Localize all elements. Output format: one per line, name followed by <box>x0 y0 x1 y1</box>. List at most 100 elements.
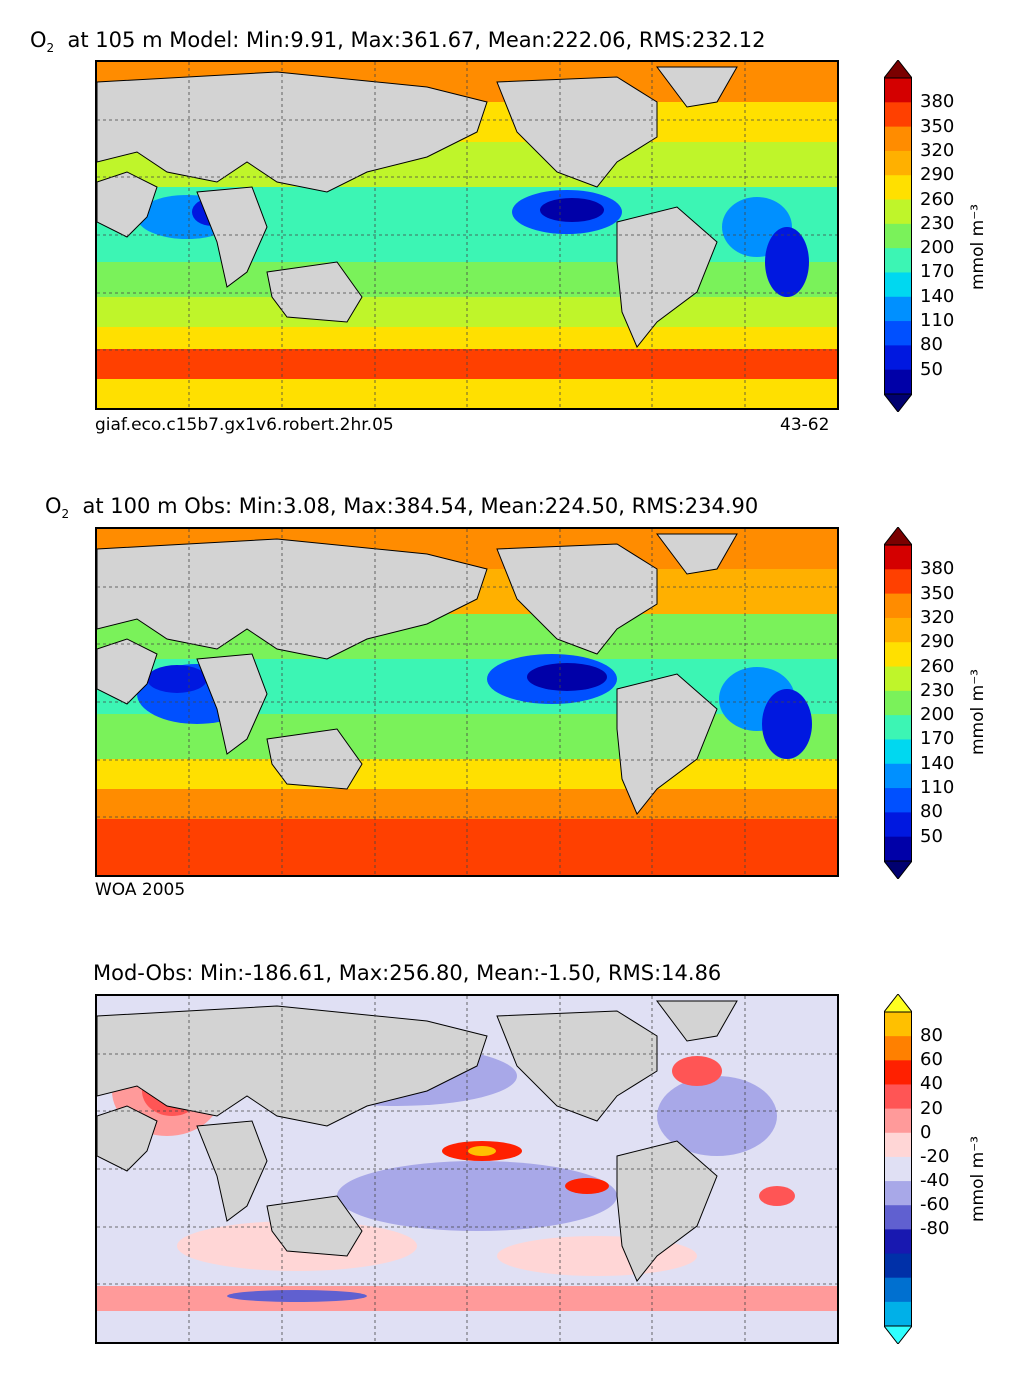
colorbar-segment <box>884 569 912 595</box>
colorbar-tick-label: 200 <box>920 237 955 259</box>
panel-1-title: O2 at 105 m Model: Min:9.91, Max:361.67,… <box>30 28 765 55</box>
colorbar-segment <box>884 199 912 225</box>
colorbar-segment <box>884 1181 912 1206</box>
colorbar-tick-label: 320 <box>920 139 955 161</box>
map-observations <box>95 527 839 877</box>
colorbar-segment <box>884 1205 912 1230</box>
panel-2-title-species: O <box>45 494 62 518</box>
colorbar-tick-label: 110 <box>920 777 955 799</box>
colorbar-segment <box>884 248 912 273</box>
panel-3-title: Mod-Obs: Min:-186.61, Max:256.80, Mean:-… <box>93 961 722 985</box>
colorbar-segment <box>884 223 912 249</box>
colorbar-tick-label: -60 <box>920 1194 950 1216</box>
map-difference-svg <box>97 996 837 1342</box>
colorbar-segment <box>884 788 912 813</box>
colorbar-tick-label: 0 <box>920 1121 932 1143</box>
colorbar-tick-label: 350 <box>920 115 955 137</box>
colorbar-tick-label: -40 <box>920 1170 950 1192</box>
colorbar-tick-label: 260 <box>920 655 955 677</box>
colorbar-segment <box>884 1301 912 1327</box>
colorbar-segment <box>884 272 912 298</box>
cbar2-svg <box>882 526 914 880</box>
colorbar-segment <box>884 78 912 103</box>
colorbar-tick-label: 230 <box>920 212 955 234</box>
colorbar-oxygen-model <box>882 59 914 413</box>
colorbar-tick-label: 170 <box>920 728 955 750</box>
colorbar-segment <box>884 642 912 668</box>
colorbar-segment <box>884 617 912 643</box>
colorbar-tick-label: 80 <box>920 1025 943 1047</box>
colorbar-tick-label: 170 <box>920 261 955 283</box>
colorbar-tick-label: 320 <box>920 606 955 628</box>
map-model <box>95 60 839 410</box>
colorbar-segment <box>884 1132 912 1158</box>
colorbar-tick-label: 50 <box>920 825 943 847</box>
colorbar-difference-unit: mmol m⁻³ <box>968 1136 988 1222</box>
panel-1-title-subscript: 2 <box>46 41 55 56</box>
colorbar-segment <box>884 1277 912 1303</box>
colorbar-segment <box>884 175 912 201</box>
colorbar-segment <box>884 1084 912 1110</box>
colorbar-extend-min <box>882 860 914 880</box>
colorbar-tick-label: 40 <box>920 1073 943 1095</box>
colorbar-tick-label: 80 <box>920 334 943 356</box>
panel-2-title-text: at 100 m Obs: Min:3.08, Max:384.54, Mean… <box>82 494 759 518</box>
panel-1-title-species: O <box>30 28 47 52</box>
colorbar-segment <box>884 593 912 619</box>
colorbar-segment <box>884 666 912 692</box>
colorbar-segment <box>884 1036 912 1061</box>
colorbar-extend-min <box>882 393 914 413</box>
colorbar-tick-label: 140 <box>920 285 955 307</box>
colorbar-frame <box>884 544 912 862</box>
map-difference <box>95 994 839 1344</box>
colorbar-oxygen-model-unit: mmol m⁻³ <box>968 204 988 290</box>
colorbar-frame <box>884 1011 912 1327</box>
colorbar-tick-label: 290 <box>920 631 955 653</box>
colorbar-segment <box>884 836 912 862</box>
colorbar-extend-max <box>882 59 914 79</box>
colorbar-segment <box>884 345 912 371</box>
colorbar-segment <box>884 369 912 395</box>
colorbar-tick-label: 260 <box>920 188 955 210</box>
colorbar-segment <box>884 1253 912 1279</box>
colorbar-segment <box>884 690 912 716</box>
colorbar-extend-max <box>882 993 914 1013</box>
colorbar-tick-label: 230 <box>920 679 955 701</box>
panel-1-run-name: giaf.eco.c15b7.gx1v6.robert.2hr.05 <box>95 415 394 435</box>
map-model-svg <box>97 62 837 408</box>
colorbar-tick-label: 140 <box>920 752 955 774</box>
panel-2-source: WOA 2005 <box>95 880 186 900</box>
colorbar-tick-label: 60 <box>920 1049 943 1071</box>
panel-1-title-text: at 105 m Model: Min:9.91, Max:361.67, Me… <box>67 28 766 52</box>
cbar1-svg <box>882 59 914 413</box>
colorbar-tick-label: 20 <box>920 1097 943 1119</box>
colorbar-segment <box>884 102 912 128</box>
panel-1-years: 43-62 <box>780 415 830 435</box>
colorbar-segment <box>884 1229 912 1255</box>
colorbar-segment <box>884 321 912 346</box>
colorbar-segment <box>884 126 912 152</box>
colorbar-tick-label: 350 <box>920 582 955 604</box>
colorbar-segment <box>884 1012 912 1037</box>
colorbar-tick-label: 80 <box>920 801 943 823</box>
map-observations-svg <box>97 529 837 875</box>
colorbar-tick-label: 380 <box>920 558 955 580</box>
colorbar-tick-label: -80 <box>920 1218 950 1240</box>
colorbar-segment <box>884 812 912 838</box>
colorbar-segment <box>884 715 912 740</box>
panel-2-title-subscript: 2 <box>61 507 70 522</box>
colorbar-extend-max <box>882 526 914 546</box>
colorbar-segment <box>884 150 912 176</box>
panel-2-title: O2 at 100 m Obs: Min:3.08, Max:384.54, M… <box>45 494 758 521</box>
colorbar-tick-label: 50 <box>920 358 943 380</box>
colorbar-segment <box>884 545 912 570</box>
colorbar-segment <box>884 1156 912 1182</box>
colorbar-difference <box>882 993 914 1345</box>
colorbar-tick-label: -20 <box>920 1145 950 1167</box>
colorbar-segment <box>884 739 912 765</box>
colorbar-oxygen-obs <box>882 526 914 880</box>
colorbar-tick-label: 290 <box>920 164 955 186</box>
colorbar-tick-label: 380 <box>920 91 955 113</box>
colorbar-segment <box>884 763 912 789</box>
colorbar-segment <box>884 296 912 322</box>
